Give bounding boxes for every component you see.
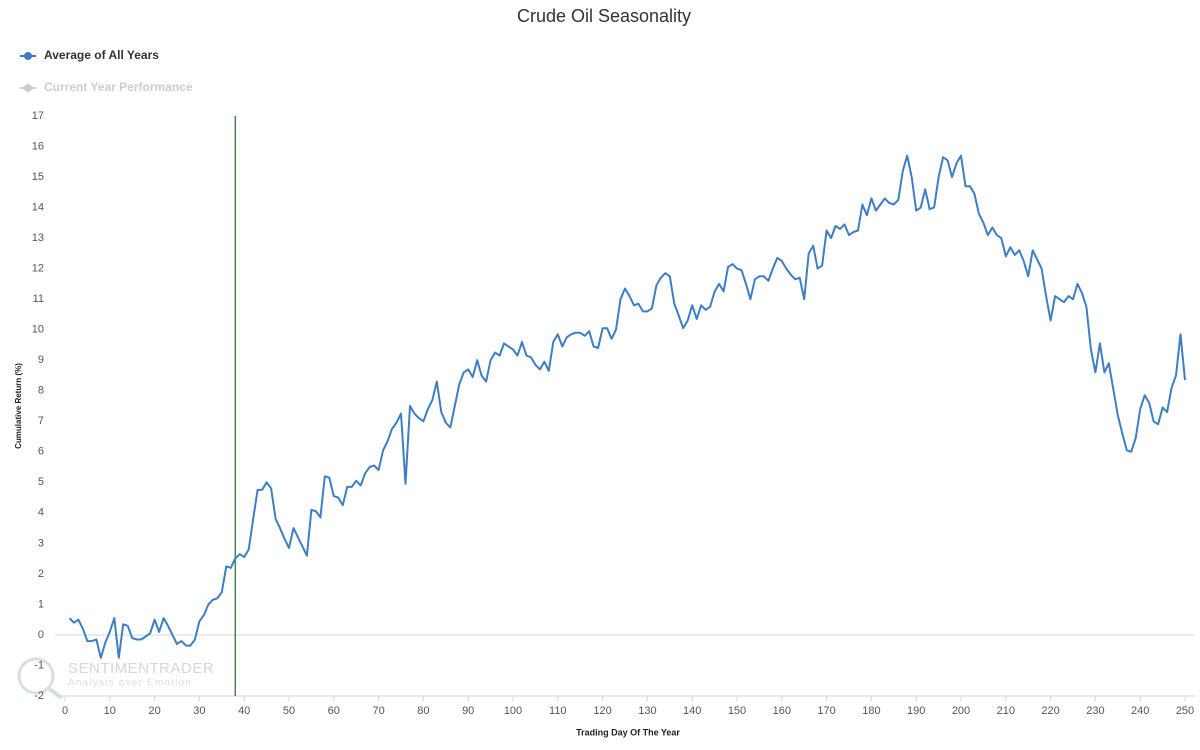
y-tick-label: 7 [38,415,44,427]
y-tick-label: 13 [32,232,44,244]
legend-symbol [24,52,32,60]
y-tick-label: 4 [38,507,44,519]
x-tick-label: 210 [997,705,1015,717]
x-tick-label: 40 [238,705,250,717]
x-tick-label: 60 [328,705,340,717]
y-tick-label: 0 [38,629,44,641]
x-tick-label: 160 [773,705,791,717]
watermark-text: SENTIMENTRADER [68,660,214,677]
y-tick-label: 11 [33,293,44,305]
y-tick-label: 14 [32,201,44,213]
watermark-tagline: Analysis over Emotion [68,678,192,689]
y-tick-label: 2 [38,568,44,580]
legend-item[interactable]: Current Year Performance [20,80,193,94]
x-tick-label: 170 [817,705,835,717]
y-tick-label: 12 [32,263,44,275]
y-tick-label: 1 [38,598,44,610]
y-tick-label: 15 [32,171,44,183]
legend-item[interactable]: Average of All Years [20,48,159,62]
x-tick-label: 70 [372,705,384,717]
y-tick-label: 16 [32,140,44,152]
y-tick-label: 10 [32,324,44,336]
x-tick-label: 140 [683,705,701,717]
legend-label: Average of All Years [44,48,159,62]
x-tick-label: 190 [907,705,925,717]
watermark: SENTIMENTRADER Analysis over Emotion [17,657,214,700]
x-tick-label: 180 [862,705,880,717]
data-line [68,154,1186,659]
chart-title: Crude Oil Seasonality [517,6,691,26]
y-axis-label: Cumulative Return (%) [14,363,23,449]
x-tick-label: 110 [549,705,567,717]
x-tick-label: 100 [504,705,522,717]
x-tick-label: 130 [638,705,656,717]
y-tick-label: 5 [38,476,44,488]
x-tick-label: 200 [952,705,970,717]
x-tick-label: 120 [593,705,611,717]
x-tick-label: 150 [728,705,746,717]
y-tick-label: 6 [38,446,44,458]
x-tick-label: 10 [104,705,116,717]
y-tick-label: 17 [32,110,44,122]
watermark-icon [17,657,55,695]
x-tick-label: 0 [62,705,68,717]
legend-label: Current Year Performance [44,80,193,94]
x-tick-label: 250 [1176,705,1194,717]
x-tick-label: 230 [1086,705,1104,717]
y-tick-label: 8 [38,385,44,397]
x-tick-label: 20 [148,705,160,717]
x-tick-label: 90 [462,705,474,717]
y-tick-label: 3 [38,537,44,549]
x-tick-label: 80 [417,705,429,717]
x-tick-label: 240 [1131,705,1149,717]
y-tick-label: -1 [34,659,44,671]
legend-symbol [24,84,32,92]
y-tick-label: -2 [34,690,44,702]
y-tick-label: 9 [38,354,44,366]
x-tick-label: 50 [283,705,295,717]
x-axis-label: Trading Day Of The Year [576,727,680,737]
x-tick-label: 30 [193,705,205,717]
x-tick-label: 220 [1041,705,1059,717]
